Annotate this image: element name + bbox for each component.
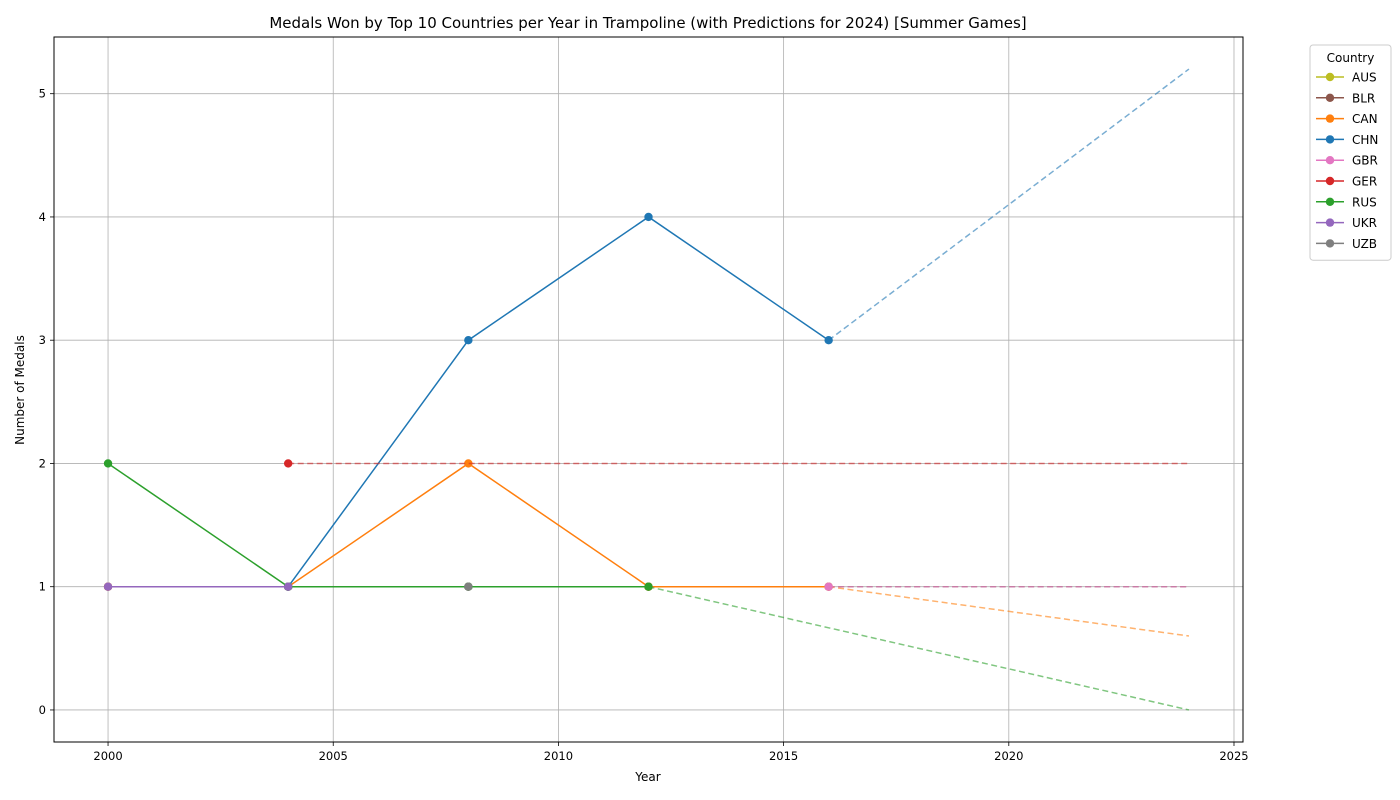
legend-label-rus: RUS [1352,195,1377,209]
data-point-ukr [283,582,293,591]
legend-item: UZB [1316,237,1377,251]
y-tick-label: 4 [39,210,46,224]
series-ukr [103,582,293,591]
legend-label-blr: BLR [1352,91,1375,105]
legend-marker-can [1325,114,1335,123]
series-chn [283,68,1190,591]
series-line-rus [107,462,649,588]
data-point-can [464,459,473,468]
x-tick-label: 2005 [319,749,348,763]
legend-item: RUS [1316,195,1377,209]
legend-label-uzb: UZB [1352,237,1377,251]
grid [54,37,1243,742]
legend-label-can: CAN [1352,112,1378,126]
legend-marker-chn [1325,135,1335,144]
legend-item: GER [1316,175,1377,189]
y-tick-label: 1 [39,580,46,594]
y-tick-label: 0 [39,703,46,717]
plot-frame [53,36,1244,743]
legend-marker-rus [1325,197,1335,206]
series-uzb [464,582,473,591]
data-point-rus [103,459,113,468]
legend-label-aus: AUS [1352,71,1377,85]
data-point-ger [283,459,293,468]
data-point-gbr [824,582,833,591]
legend-label-chn: CHN [1352,133,1378,147]
series-gbr [824,582,1189,591]
x-axis: 2000 2005 2010 2015 2020 2025 [93,742,1249,763]
data-point-chn [824,335,833,345]
data-point-uzb [464,582,473,591]
plot-area [53,36,1244,743]
legend-marker-blr [1325,93,1335,103]
prediction-line-can [828,585,1190,637]
legend-marker-aus [1325,72,1335,82]
legend-marker-gbr [1325,156,1335,165]
y-tick-label: 3 [39,333,46,347]
y-axis-label: Number of Medals [13,335,27,445]
legend-item: CHN [1316,133,1378,147]
y-axis: 0 1 2 3 4 5 [39,87,54,717]
legend-marker-ger [1325,176,1335,186]
data-point-chn [464,335,473,345]
legend-item: GBR [1316,154,1378,168]
x-tick-label: 2000 [93,749,122,763]
prediction-line-chn [828,68,1190,341]
legend-label-gbr: GBR [1352,154,1378,168]
legend-item: CAN [1316,112,1378,126]
series-ger [283,459,1189,468]
series-layer [103,68,1190,711]
legend-item: BLR [1316,91,1375,105]
legend-marker-ukr [1325,218,1335,227]
y-tick-label: 2 [39,456,46,470]
x-tick-label: 2010 [544,749,573,763]
x-axis-label: Year [634,770,660,784]
series-rus [103,459,1190,711]
series-line-can [108,462,829,588]
data-point-chn [644,212,653,222]
legend-label-ger: GER [1352,175,1377,189]
x-tick-label: 2025 [1219,749,1248,763]
legend-item: AUS [1316,71,1377,85]
data-point-ukr [103,582,113,591]
y-tick-label: 5 [39,87,46,101]
legend-title: Country [1327,51,1375,65]
x-tick-label: 2015 [769,749,798,763]
data-point-rus [644,582,653,591]
prediction-line-rus [648,585,1190,711]
legend-marker-uzb [1325,239,1335,248]
legend-label-ukr: UKR [1352,216,1377,230]
series-can [103,459,1190,637]
legend-item: UKR [1316,216,1377,230]
chart-title: Medals Won by Top 10 Countries per Year … [269,14,1026,32]
legend: Country AUS BLR CAN CHN GBR GER RUS UKR UZB [1309,44,1392,261]
x-tick-label: 2020 [994,749,1023,763]
